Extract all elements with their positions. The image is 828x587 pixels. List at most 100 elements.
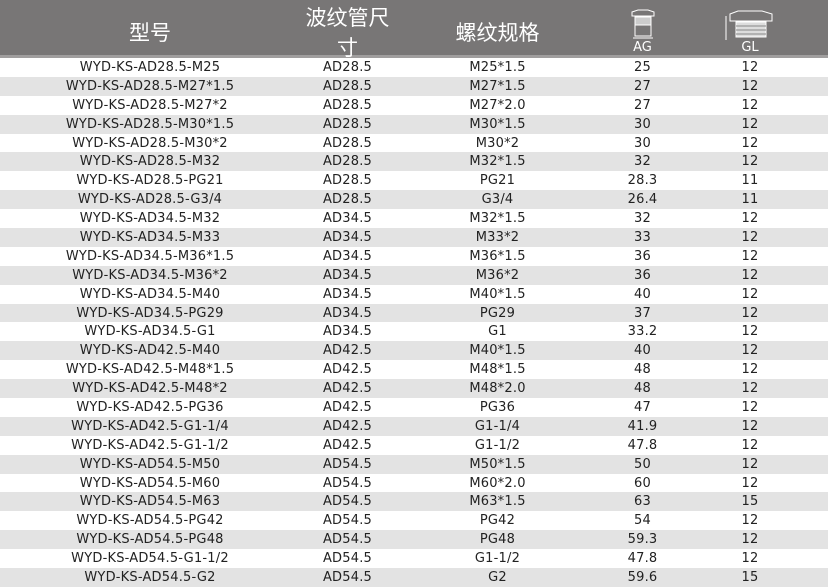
- cell-hose-size: AD42.5: [322, 343, 373, 359]
- cell-thread-spec: M36*1.5: [469, 248, 526, 264]
- cell-ag: 36: [634, 248, 651, 264]
- cell-ag: 37: [634, 305, 651, 321]
- cell-model: WYD-KS-AD34.5-M36*2: [72, 267, 228, 283]
- cell-gl: 12: [741, 248, 759, 264]
- table-row: WYD-KS-AD28.5-M32 AD28.5 M32*1.5 32 12: [0, 152, 828, 172]
- cell-hose-size: AD34.5: [322, 211, 373, 227]
- cell-thread-spec: M48*1.5: [469, 362, 526, 378]
- cell-hose-size: AD34.5: [322, 229, 373, 245]
- table-row: WYD-KS-AD54.5-M50 AD54.5 M50*1.5 50 12: [0, 454, 828, 474]
- cell-ag: 30: [634, 135, 651, 151]
- cell-thread-spec: PG36: [479, 399, 516, 415]
- cell-model: WYD-KS-AD28.5-M30*1.5: [65, 116, 235, 132]
- cell-model: WYD-KS-AD54.5-M63: [79, 494, 221, 510]
- cell-model: WYD-KS-AD28.5-M30*2: [72, 135, 228, 151]
- table-row: WYD-KS-AD28.5-M27*2 AD28.5 M27*2.0 27 12: [0, 96, 828, 115]
- fitting-ag-dimension-icon: [631, 9, 654, 38]
- cell-ag: 26.4: [627, 192, 658, 208]
- table-row: WYD-KS-AD42.5-M48*1.5 AD42.5 M48*1.5 48 12: [0, 360, 828, 379]
- cell-model: WYD-KS-AD54.5-PG48: [76, 532, 224, 548]
- table-row: WYD-KS-AD34.5-M32 AD34.5 M32*1.5 32 12: [0, 209, 828, 228]
- cell-model: WYD-KS-AD42.5-M48*2: [72, 381, 228, 397]
- cell-gl: 12: [741, 59, 759, 75]
- cell-hose-size: AD54.5: [322, 513, 373, 529]
- table-row: WYD-KS-AD42.5-M40 AD42.5 M40*1.5 40 12: [0, 341, 828, 361]
- cell-hose-size: AD54.5: [322, 494, 373, 510]
- cell-hose-size: AD28.5: [322, 59, 373, 75]
- cell-gl: 12: [741, 135, 759, 151]
- cell-gl: 12: [741, 211, 759, 227]
- cell-gl: 12: [741, 116, 759, 132]
- cell-hose-size: AD42.5: [322, 362, 373, 378]
- cell-thread-spec: G1-1/2: [474, 551, 521, 567]
- table-row: WYD-KS-AD34.5-M33 AD34.5 M33*2 33 12: [0, 228, 828, 247]
- cell-model: WYD-KS-AD28.5-PG21: [76, 173, 224, 189]
- table-row: WYD-KS-AD54.5-G2 AD54.5 G2 59.6 15: [0, 568, 828, 587]
- cell-hose-size: AD54.5: [322, 475, 373, 491]
- cell-hose-size: AD28.5: [322, 116, 373, 132]
- cell-model: WYD-KS-AD28.5-M27*2: [72, 97, 228, 113]
- cell-model: WYD-KS-AD34.5-M33: [79, 229, 221, 245]
- cell-gl: 11: [741, 173, 759, 189]
- cell-thread-spec: M27*2.0: [469, 97, 526, 113]
- cell-gl: 12: [741, 532, 759, 548]
- cell-model: WYD-KS-AD54.5-G2: [84, 569, 216, 585]
- cell-model: WYD-KS-AD54.5-G1-1/2: [71, 551, 229, 567]
- header-thread-spec: 螺纹规格: [455, 21, 540, 45]
- cell-gl: 12: [741, 343, 759, 359]
- cell-ag: 27: [634, 97, 651, 113]
- cell-hose-size: AD28.5: [322, 97, 373, 113]
- cell-thread-spec: M27*1.5: [469, 78, 526, 94]
- cell-ag: 41.9: [627, 418, 658, 434]
- cell-thread-spec: G1-1/4: [474, 418, 521, 434]
- cell-hose-size: AD42.5: [322, 437, 373, 453]
- header-gl: GL: [685, 8, 815, 55]
- cell-ag: 28.3: [627, 173, 658, 189]
- cell-thread-spec: M50*1.5: [469, 456, 526, 472]
- cell-ag: 32: [634, 154, 651, 170]
- cell-thread-spec: M40*1.5: [469, 286, 526, 302]
- cell-model: WYD-KS-AD34.5-PG29: [76, 305, 224, 321]
- cell-thread-spec: PG42: [479, 513, 516, 529]
- cell-ag: 59.6: [627, 569, 658, 585]
- cell-model: WYD-KS-AD34.5-M36*1.5: [65, 248, 235, 264]
- cell-model: WYD-KS-AD42.5-M48*1.5: [65, 362, 235, 378]
- cell-ag: 40: [634, 343, 651, 359]
- cell-ag: 33: [634, 229, 651, 245]
- header-ag-label: AG: [633, 39, 652, 55]
- table-row: WYD-KS-AD54.5-G1-1/2 AD54.5 G1-1/2 47.8 12: [0, 549, 828, 568]
- cell-model: WYD-KS-AD54.5-M50: [79, 456, 221, 472]
- cell-ag: 47: [634, 399, 651, 415]
- table-row: WYD-KS-AD54.5-PG48 AD54.5 PG48 59.3 12: [0, 530, 828, 550]
- cell-gl: 12: [741, 305, 759, 321]
- cell-gl: 12: [741, 78, 759, 94]
- cell-model: WYD-KS-AD34.5-G1: [84, 324, 216, 340]
- cell-model: WYD-KS-AD42.5-G1-1/4: [71, 418, 229, 434]
- cell-gl: 12: [741, 475, 759, 491]
- cell-thread-spec: G2: [488, 569, 507, 585]
- cell-model: WYD-KS-AD34.5-M32: [79, 211, 221, 227]
- table-row: WYD-KS-AD42.5-G1-1/2 AD42.5 G1-1/2 47.8 12: [0, 436, 828, 455]
- table-row: WYD-KS-AD28.5-PG21 AD28.5 PG21 28.3 11: [0, 171, 828, 190]
- cell-hose-size: AD28.5: [322, 78, 373, 94]
- cell-thread-spec: M33*2: [475, 229, 520, 245]
- cell-ag: 25: [634, 59, 651, 75]
- cell-hose-size: AD54.5: [322, 456, 373, 472]
- table-row: WYD-KS-AD34.5-PG29 AD34.5 PG29 37 12: [0, 303, 828, 323]
- cell-hose-size: AD42.5: [322, 399, 373, 415]
- cell-gl: 12: [741, 513, 759, 529]
- cell-hose-size: AD54.5: [322, 551, 373, 567]
- cell-ag: 59.3: [627, 532, 658, 548]
- cell-thread-spec: G1: [488, 324, 507, 340]
- cell-thread-spec: G1-1/2: [474, 437, 521, 453]
- cell-ag: 27: [634, 78, 651, 94]
- table-row: WYD-KS-AD42.5-G1-1/4 AD42.5 G1-1/4 41.9 12: [0, 416, 828, 436]
- cell-gl: 12: [741, 381, 759, 397]
- cell-model: WYD-KS-AD42.5-PG36: [76, 399, 224, 415]
- cell-thread-spec: M30*2: [475, 135, 520, 151]
- fitting-gl-dimension-icon: [725, 10, 773, 40]
- table-row: WYD-KS-AD54.5-M63 AD54.5 M63*1.5 63 15: [0, 492, 828, 512]
- cell-model: WYD-KS-AD28.5-M25: [79, 59, 221, 75]
- table-row: WYD-KS-AD28.5-M25 AD28.5 M25*1.5 25 12: [0, 58, 828, 77]
- cell-hose-size: AD42.5: [322, 381, 373, 397]
